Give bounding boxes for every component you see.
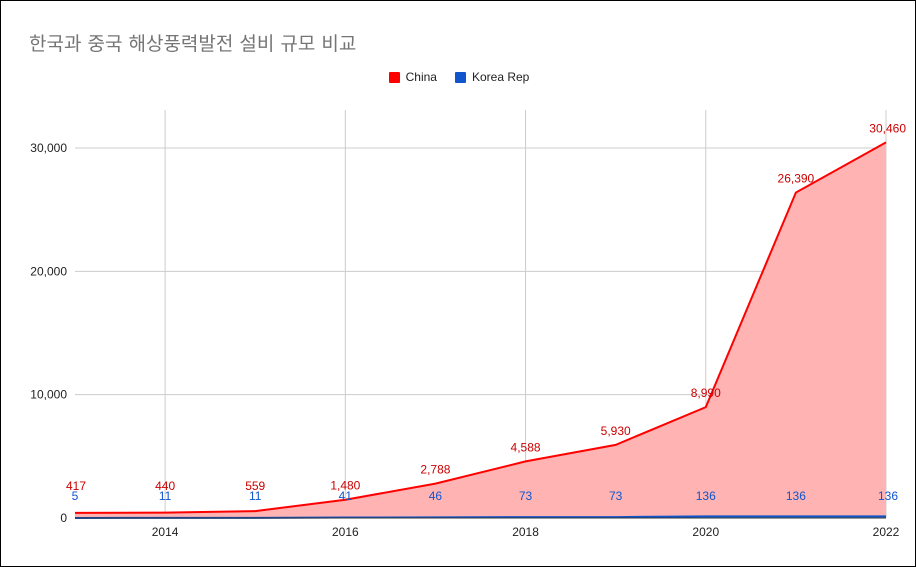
legend-item-china[interactable]: China: [388, 70, 437, 84]
y-tick-label: 30,000: [30, 141, 67, 155]
data-label-korea: 41: [339, 489, 353, 503]
data-label-china: 559: [245, 479, 265, 493]
chart-legend: China Korea Rep: [1, 70, 916, 84]
area-china: [75, 142, 886, 518]
line-china: [74, 141, 887, 514]
data-label-korea: 73: [519, 489, 533, 503]
data-label-china: 5,930: [601, 424, 631, 438]
data-label-korea: 46: [429, 489, 443, 503]
data-label-china: 440: [155, 479, 175, 493]
data-label-china: 1,480: [330, 479, 360, 493]
data-label-korea: 73: [609, 489, 623, 503]
legend-swatch-china: [388, 71, 400, 83]
data-label-korea: 136: [786, 489, 806, 503]
data-label-china: 4,588: [511, 440, 541, 454]
x-tick-label: 2016: [332, 525, 359, 539]
x-tick-label: 2018: [512, 525, 539, 539]
y-tick-label: 20,000: [30, 264, 67, 278]
y-tick-label: 0: [60, 511, 67, 525]
data-label-china: 26,390: [778, 172, 815, 186]
data-label-korea: 11: [249, 489, 262, 503]
data-label-korea: 136: [696, 489, 716, 503]
data-label-korea: 11: [159, 489, 172, 503]
x-tick-label: 2022: [873, 525, 900, 539]
x-tick-label: 2020: [692, 525, 719, 539]
y-tick-label: 10,000: [30, 388, 67, 402]
legend-swatch-korea: [454, 71, 466, 83]
legend-label-korea: Korea Rep: [471, 70, 530, 84]
data-label-china: 2,788: [420, 463, 450, 477]
data-label-china: 417: [66, 479, 86, 493]
data-label-china: 30,460: [869, 121, 906, 135]
data-label-china: 8,990: [691, 386, 721, 400]
legend-label-china: China: [405, 70, 437, 84]
x-tick-label: 2014: [152, 525, 179, 539]
data-label-korea: 136: [878, 489, 898, 503]
legend-item-korea[interactable]: Korea Rep: [454, 70, 530, 84]
chart-title: 한국과 중국 해상풍력발전 설비 규모 비교: [29, 33, 357, 55]
data-label-korea: 5: [72, 489, 79, 503]
